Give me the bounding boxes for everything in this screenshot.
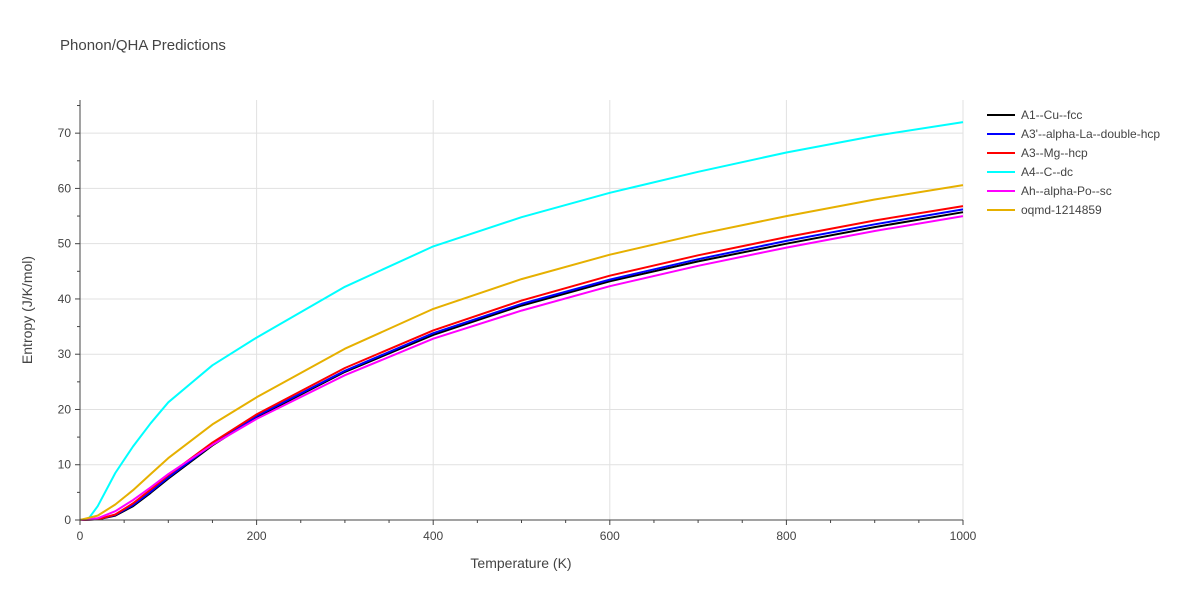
legend-item[interactable]: A3'--alpha-La--double-hcp [987,127,1160,141]
legend-label: oqmd-1214859 [1021,203,1102,217]
y-tick-label: 40 [58,292,72,306]
x-tick-label: 200 [247,529,267,543]
y-tick-label: 50 [58,237,72,251]
y-tick-label: 30 [58,347,72,361]
legend-item[interactable]: Ah--alpha-Po--sc [987,184,1112,198]
series-line [79,184,964,521]
legend-item[interactable]: A3--Mg--hcp [987,146,1088,160]
legend-item[interactable]: oqmd-1214859 [987,203,1102,217]
series-line [79,215,964,521]
series-group [79,121,964,521]
y-tick-label: 60 [58,181,72,195]
legend: A1--Cu--fcc A3'--alpha-La--double-hcp A3--… [987,108,1160,217]
legend-label: Ah--alpha-Po--sc [1021,184,1112,198]
legend-label: A1--Cu--fcc [1021,108,1082,122]
legend-label: A3'--alpha-La--double-hcp [1021,127,1160,141]
x-axis-label: Temperature (K) [470,555,571,571]
y-tick-label: 70 [58,126,72,140]
x-tick-label: 1000 [950,529,977,543]
grid [80,100,964,520]
legend-label: A4--C--dc [1021,165,1073,179]
x-tick-label: 0 [77,529,84,543]
legend-label: A3--Mg--hcp [1021,146,1088,160]
chart-title: Phonon/QHA Predictions [60,37,226,54]
x-tick-label: 400 [423,529,443,543]
ticks: 0 200 400 600 800 1000 0 10 20 30 40 50 60 70 [58,105,977,543]
y-tick-label: 0 [64,513,71,527]
x-tick-label: 600 [600,529,620,543]
legend-item[interactable]: A4--C--dc [987,165,1073,179]
y-tick-label: 20 [58,402,72,416]
y-axis-label: Entropy (J/K/mol) [19,256,35,364]
x-tick-label: 800 [776,529,796,543]
legend-item[interactable]: A1--Cu--fcc [987,108,1082,122]
series-line [79,121,964,521]
y-tick-label: 10 [58,458,72,472]
series-line [79,205,964,521]
